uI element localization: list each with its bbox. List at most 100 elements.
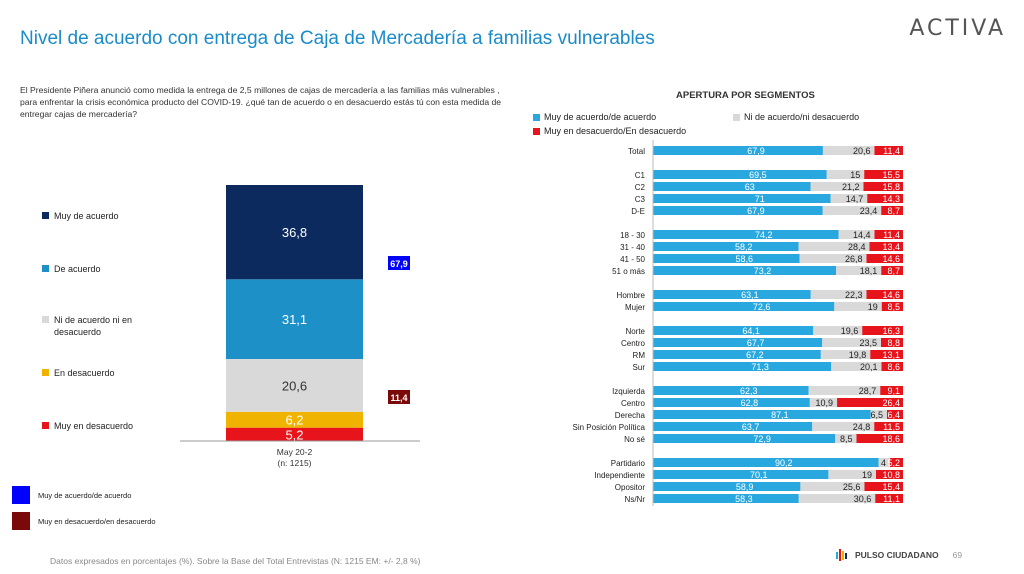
- legend-label: Muy de acuerdo: [54, 211, 119, 221]
- column-segment: [226, 411, 363, 428]
- segment-bar: [653, 410, 871, 419]
- segment-bar-label: 13,4: [882, 242, 900, 252]
- total-badge-label: 11,4: [390, 393, 407, 403]
- legend-label: Muy de acuerdo/de acuerdo: [38, 490, 132, 500]
- segment-bar-label: 5,2: [887, 458, 900, 468]
- segment-bar: [864, 170, 903, 179]
- bottom-legend-item-desacuerdo: Muy en desacuerdo/en desacuerdo: [12, 512, 156, 530]
- legend-label: De acuerdo: [54, 264, 101, 274]
- segment-bar-label: 58,3: [735, 494, 753, 504]
- column-segment: [226, 185, 363, 280]
- segment-bar: [834, 302, 882, 311]
- segment-bar-label: 9,1: [887, 386, 900, 396]
- segment-bar: [653, 386, 809, 395]
- segment-bar-label: 4: [881, 458, 886, 468]
- segment-bar: [798, 242, 870, 251]
- segment-bar: [653, 470, 829, 479]
- segment-bar: [856, 434, 903, 443]
- segment-bar: [836, 266, 882, 275]
- segment-bar: [809, 398, 838, 407]
- segment-bar: [653, 194, 831, 203]
- segment-bar: [810, 182, 864, 191]
- legend-swatch: [42, 369, 49, 376]
- segment-bar-label: 28,7: [859, 386, 877, 396]
- segment-row-label: Hombre: [617, 291, 646, 300]
- legend-swatch: [42, 265, 49, 272]
- legend-label: Muy en desacuerdo/En desacuerdo: [544, 126, 687, 136]
- segment-bar: [864, 482, 903, 491]
- segment-bar-label: 8,5: [887, 302, 900, 312]
- segment-bar: [881, 206, 903, 215]
- segment-bar-label: 11,4: [883, 230, 900, 240]
- segment-bar-label: 19: [862, 470, 872, 480]
- segment-bar: [866, 254, 903, 263]
- segment-bar-label: 73,2: [754, 266, 772, 276]
- segment-bar-label: 69,5: [749, 170, 767, 180]
- segment-bar: [874, 422, 903, 431]
- segment-bar-label: 14,6: [882, 290, 900, 300]
- segment-bar: [653, 326, 814, 335]
- segment-bar: [870, 410, 887, 419]
- segment-bar: [808, 386, 881, 395]
- segment-bar: [881, 362, 903, 371]
- segment-bar: [653, 458, 879, 467]
- column-segment-label: 20,6: [282, 378, 307, 393]
- survey-question: El Presidente Piñera anunció como medida…: [20, 85, 502, 119]
- segment-bar-label: 18,1: [860, 266, 878, 276]
- legend-label: Muy en desacuerdo: [54, 421, 134, 431]
- segment-bar-label: 62,8: [741, 398, 759, 408]
- segment-bar-label: 15,8: [882, 182, 900, 192]
- segment-bar-label: 15: [850, 170, 860, 180]
- segment-bar-label: 74,2: [755, 230, 773, 240]
- legend-swatch: [42, 422, 49, 429]
- segment-bar-label: 22,3: [845, 290, 863, 300]
- segment-bar-label: 20,1: [860, 362, 878, 372]
- legend-swatch: [12, 486, 30, 504]
- segment-bar: [874, 146, 903, 155]
- segment-bar: [653, 182, 811, 191]
- segment-row-label: Ns/Nr: [625, 495, 646, 504]
- segment-row-label: Centro: [621, 339, 646, 348]
- x-tick-note: (n: 1215): [277, 458, 311, 468]
- segment-row-label: Norte: [625, 327, 645, 336]
- segment-bar-label: 20,6: [853, 146, 871, 156]
- segment-bar: [838, 230, 875, 239]
- segments-legend-item-acuerdo: Muy de acuerdo/de acuerdo: [533, 112, 656, 122]
- segment-bar-label: 67,9: [747, 146, 765, 156]
- segment-row-label: Derecha: [615, 411, 646, 420]
- segment-bar: [799, 254, 867, 263]
- segment-bar-label: 10,9: [816, 398, 834, 408]
- segment-bar-label: 90,2: [775, 458, 793, 468]
- segment-bar-label: 23,4: [860, 206, 878, 216]
- legend-item-de-acuerdo: De acuerdo: [42, 263, 202, 275]
- legend-swatch: [533, 113, 540, 121]
- segment-bar-label: 16,3: [882, 326, 900, 336]
- segment-bar: [881, 266, 903, 275]
- legend-label: Muy en desacuerdo/en desacuerdo: [38, 516, 156, 526]
- segment-row-label: Mujer: [625, 303, 645, 312]
- page-title: Nivel de acuerdo con entrega de Caja de …: [20, 28, 655, 49]
- segment-bar-label: 14,6: [882, 254, 900, 264]
- column-segment: [226, 358, 363, 412]
- segment-bar: [866, 290, 903, 299]
- segment-bar: [653, 242, 799, 251]
- segment-bar-label: 19,8: [849, 350, 867, 360]
- segment-bar-label: 11,4: [883, 146, 900, 156]
- segment-bar-label: 71,3: [751, 362, 769, 372]
- segment-bar: [653, 254, 800, 263]
- pulso-ciudadano-icon: [836, 549, 847, 561]
- segment-row-label: Total: [628, 147, 645, 156]
- segment-bar-label: 15,4: [882, 482, 900, 492]
- legend-swatch: [12, 512, 30, 530]
- column-segment-label: 31,1: [282, 312, 307, 327]
- segment-bar: [653, 398, 810, 407]
- segment-bar-label: 26,8: [845, 254, 863, 264]
- legend-label: Ni de acuerdo/ni desacuerdo: [744, 112, 860, 122]
- activa-logo: ACTIVA: [909, 16, 1006, 41]
- segment-bar: [813, 326, 863, 335]
- segment-bar: [826, 170, 865, 179]
- segment-bar: [835, 434, 857, 443]
- segments-title: APERTURA POR SEGMENTOS: [676, 90, 815, 101]
- segment-bar-label: 67,2: [746, 350, 764, 360]
- column-segment-label: 5,2: [285, 427, 303, 442]
